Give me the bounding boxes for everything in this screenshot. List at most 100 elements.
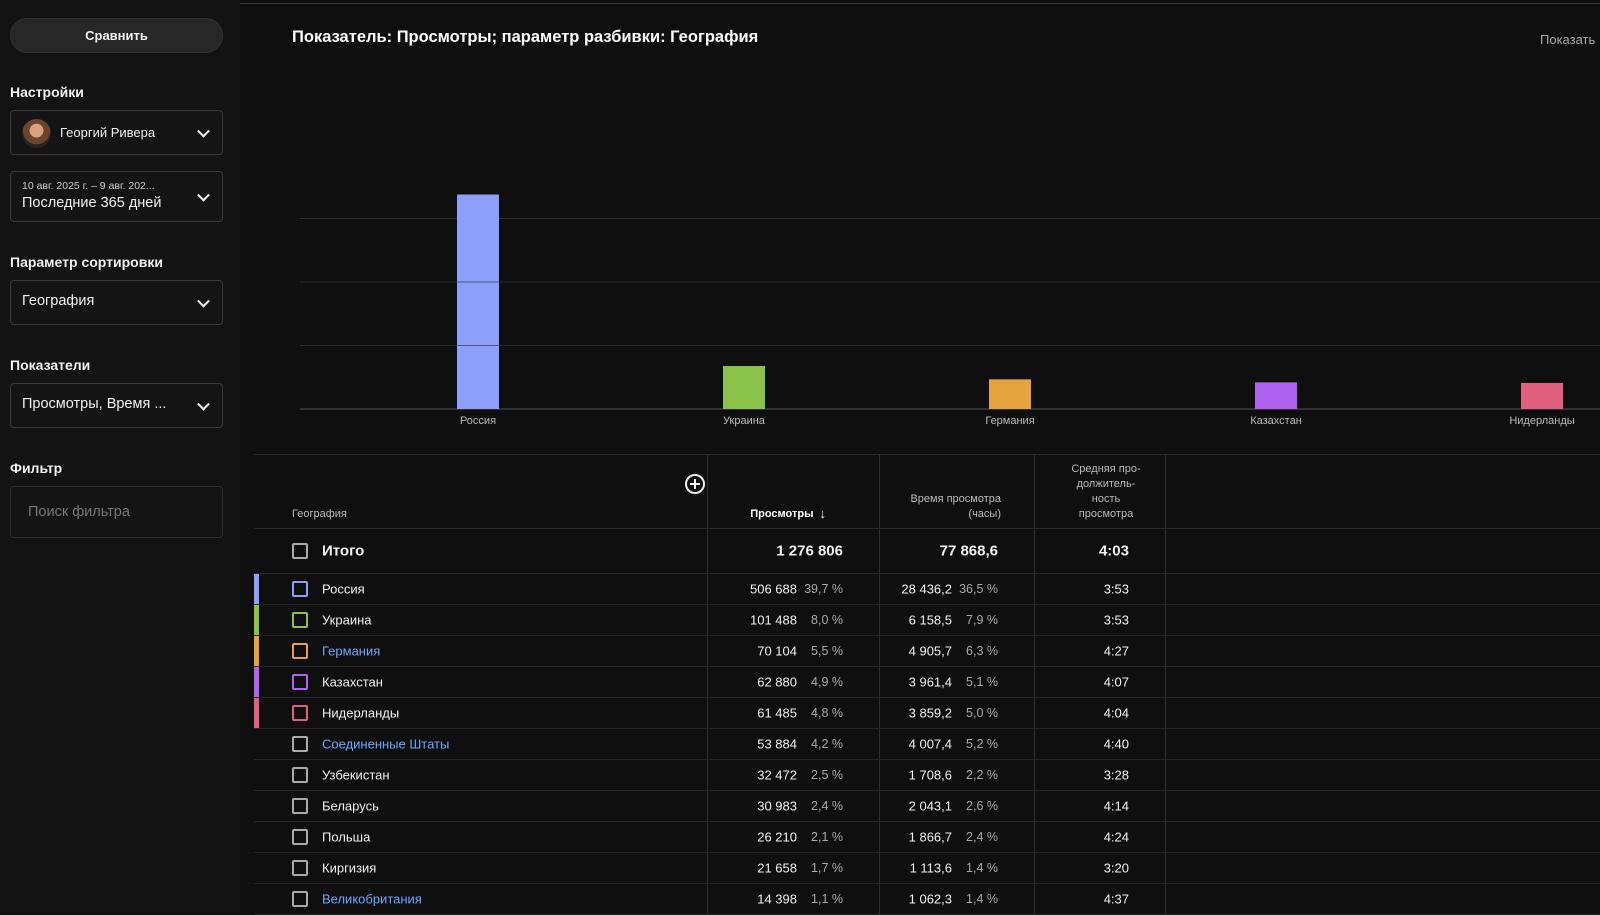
row-avg-duration: 3:20	[1103, 860, 1129, 876]
row-checkbox[interactable]	[292, 581, 308, 597]
row-avg-duration: 3:28	[1103, 767, 1129, 783]
row-country: Казахстан	[322, 674, 383, 690]
filter-placeholder: Поиск фильтра	[28, 504, 130, 520]
table-row: Германия 70 104 5,5 % 4 905,7 6,3 % 4:27	[254, 636, 1600, 667]
filter-label: Фильтр	[10, 460, 63, 476]
row-views: 101 488	[750, 612, 797, 628]
bar-2[interactable]	[989, 379, 1031, 409]
total-label: Итого	[322, 542, 365, 560]
row-watch-hours-pct: 1,4 %	[966, 861, 998, 875]
filter-search-input[interactable]: Поиск фильтра	[10, 486, 223, 538]
chevron-down-icon	[197, 397, 210, 411]
row-country[interactable]: Германия	[322, 643, 381, 659]
row-watch-hours: 4 007,4	[908, 736, 952, 752]
row-views-pct: 2,1 %	[811, 830, 843, 844]
row-watch-hours: 3 961,4	[908, 674, 952, 690]
row-avg-duration: 4:14	[1103, 798, 1129, 814]
row-watch-hours-pct: 2,4 %	[966, 830, 998, 844]
col-views-label: Просмотры	[750, 508, 814, 520]
row-views: 62 880	[757, 674, 797, 690]
date-range-select[interactable]: 10 авг. 2025 г. – 9 авг. 202... Последни…	[10, 171, 223, 222]
row-views-pct: 4,9 %	[811, 675, 843, 689]
sort-label: Параметр сортировки	[10, 254, 163, 270]
select-all-checkbox[interactable]	[292, 543, 308, 559]
col-views-header[interactable]: Просмотры ↓	[750, 505, 826, 522]
row-views: 506 688	[750, 581, 797, 597]
show-link[interactable]: Показать	[1540, 32, 1596, 47]
account-select[interactable]: Георгий Ривера	[10, 110, 223, 155]
series-color-bar	[254, 698, 259, 728]
x-tick-label: Украина	[723, 415, 766, 427]
row-views: 30 983	[757, 798, 797, 814]
row-country: Польша	[322, 829, 371, 845]
total-watch-time: 77 868,6	[939, 542, 998, 560]
row-checkbox[interactable]	[292, 736, 308, 752]
series-color-bar	[254, 667, 259, 697]
date-range-value: Последние 365 дней	[22, 195, 162, 211]
row-checkbox[interactable]	[292, 891, 308, 907]
row-avg-duration: 4:40	[1103, 736, 1129, 752]
row-views-pct: 5,5 %	[811, 644, 843, 658]
row-views-pct: 1,1 %	[811, 892, 843, 906]
table-row: Великобритания 14 398 1,1 % 1 062,3 1,4 % 4:3…	[254, 884, 1600, 915]
row-watch-hours-pct: 7,9 %	[966, 613, 998, 627]
row-avg-duration: 4:07	[1103, 674, 1129, 690]
row-checkbox[interactable]	[292, 674, 308, 690]
row-country: Украина	[322, 612, 372, 628]
row-watch-hours: 2 043,1	[908, 798, 952, 814]
add-column-icon[interactable]	[685, 474, 705, 494]
row-checkbox[interactable]	[292, 705, 308, 721]
bar-1[interactable]	[723, 366, 765, 409]
col-avg-line2: должитель-	[1076, 478, 1136, 490]
row-avg-duration: 3:53	[1103, 612, 1129, 628]
main-panel: Показатель: Просмотры; параметр разбивки…	[240, 0, 1600, 915]
chevron-down-icon	[197, 124, 210, 138]
sidebar: Сравнить Настройки Георгий Ривера 10 авг…	[0, 0, 240, 912]
col-watch-time-line2: (часы)	[968, 508, 1001, 520]
top-divider	[0, 3, 1600, 4]
row-avg-duration: 4:37	[1103, 891, 1129, 907]
total-views: 1 276 806	[776, 542, 843, 560]
col-avg-line1: Средняя про-	[1071, 463, 1141, 475]
chevron-down-icon	[197, 294, 210, 308]
row-checkbox[interactable]	[292, 643, 308, 659]
bar-0[interactable]	[457, 194, 499, 409]
row-checkbox[interactable]	[292, 767, 308, 783]
col-avg-line3: ность	[1091, 493, 1121, 505]
row-views: 53 884	[757, 736, 797, 752]
sort-select[interactable]: География	[10, 280, 223, 325]
col-avg-duration-header[interactable]: Средняя про- должитель- ность просмотра	[1056, 462, 1156, 522]
col-geo-header[interactable]: География	[292, 508, 347, 520]
row-watch-hours-pct: 5,0 %	[966, 706, 998, 720]
table-header: География Просмотры ↓ Время просмотра (ча…	[254, 454, 1600, 529]
settings-label: Настройки	[10, 84, 84, 100]
bar-3[interactable]	[1255, 382, 1297, 409]
row-country[interactable]: Соединенные Штаты	[322, 736, 450, 752]
row-country: Узбекистан	[322, 767, 390, 783]
table-row: Нидерланды 61 485 4,8 % 3 859,2 5,0 % 4:04	[254, 698, 1600, 729]
row-views-pct: 1,7 %	[811, 861, 843, 875]
row-checkbox[interactable]	[292, 612, 308, 628]
row-watch-hours-pct: 36,5 %	[959, 582, 998, 596]
row-watch-hours-pct: 5,1 %	[966, 675, 998, 689]
row-views-pct: 4,2 %	[811, 737, 843, 751]
row-watch-hours-pct: 1,4 %	[966, 892, 998, 906]
col-watch-time-header[interactable]: Время просмотра (часы)	[910, 492, 1001, 522]
table-row: Узбекистан 32 472 2,5 % 1 708,6 2,2 % 3:28	[254, 760, 1600, 791]
row-checkbox[interactable]	[292, 798, 308, 814]
row-views: 70 104	[757, 643, 797, 659]
row-views: 14 398	[757, 891, 797, 907]
table-row: Беларусь 30 983 2,4 % 2 043,1 2,6 % 4:14	[254, 791, 1600, 822]
metrics-label: Показатели	[10, 357, 91, 373]
table-row: Польша 26 210 2,1 % 1 866,7 2,4 % 4:24	[254, 822, 1600, 853]
col-avg-line4: просмотра	[1078, 508, 1134, 520]
compare-button[interactable]: Сравнить	[10, 18, 223, 53]
row-checkbox[interactable]	[292, 860, 308, 876]
series-color-bar	[254, 574, 259, 604]
bar-4[interactable]	[1521, 382, 1563, 409]
row-views-pct: 4,8 %	[811, 706, 843, 720]
metrics-select[interactable]: Просмотры, Время ...	[10, 383, 223, 428]
row-country[interactable]: Великобритания	[322, 891, 422, 907]
row-checkbox[interactable]	[292, 829, 308, 845]
row-watch-hours: 28 436,2	[901, 581, 952, 597]
